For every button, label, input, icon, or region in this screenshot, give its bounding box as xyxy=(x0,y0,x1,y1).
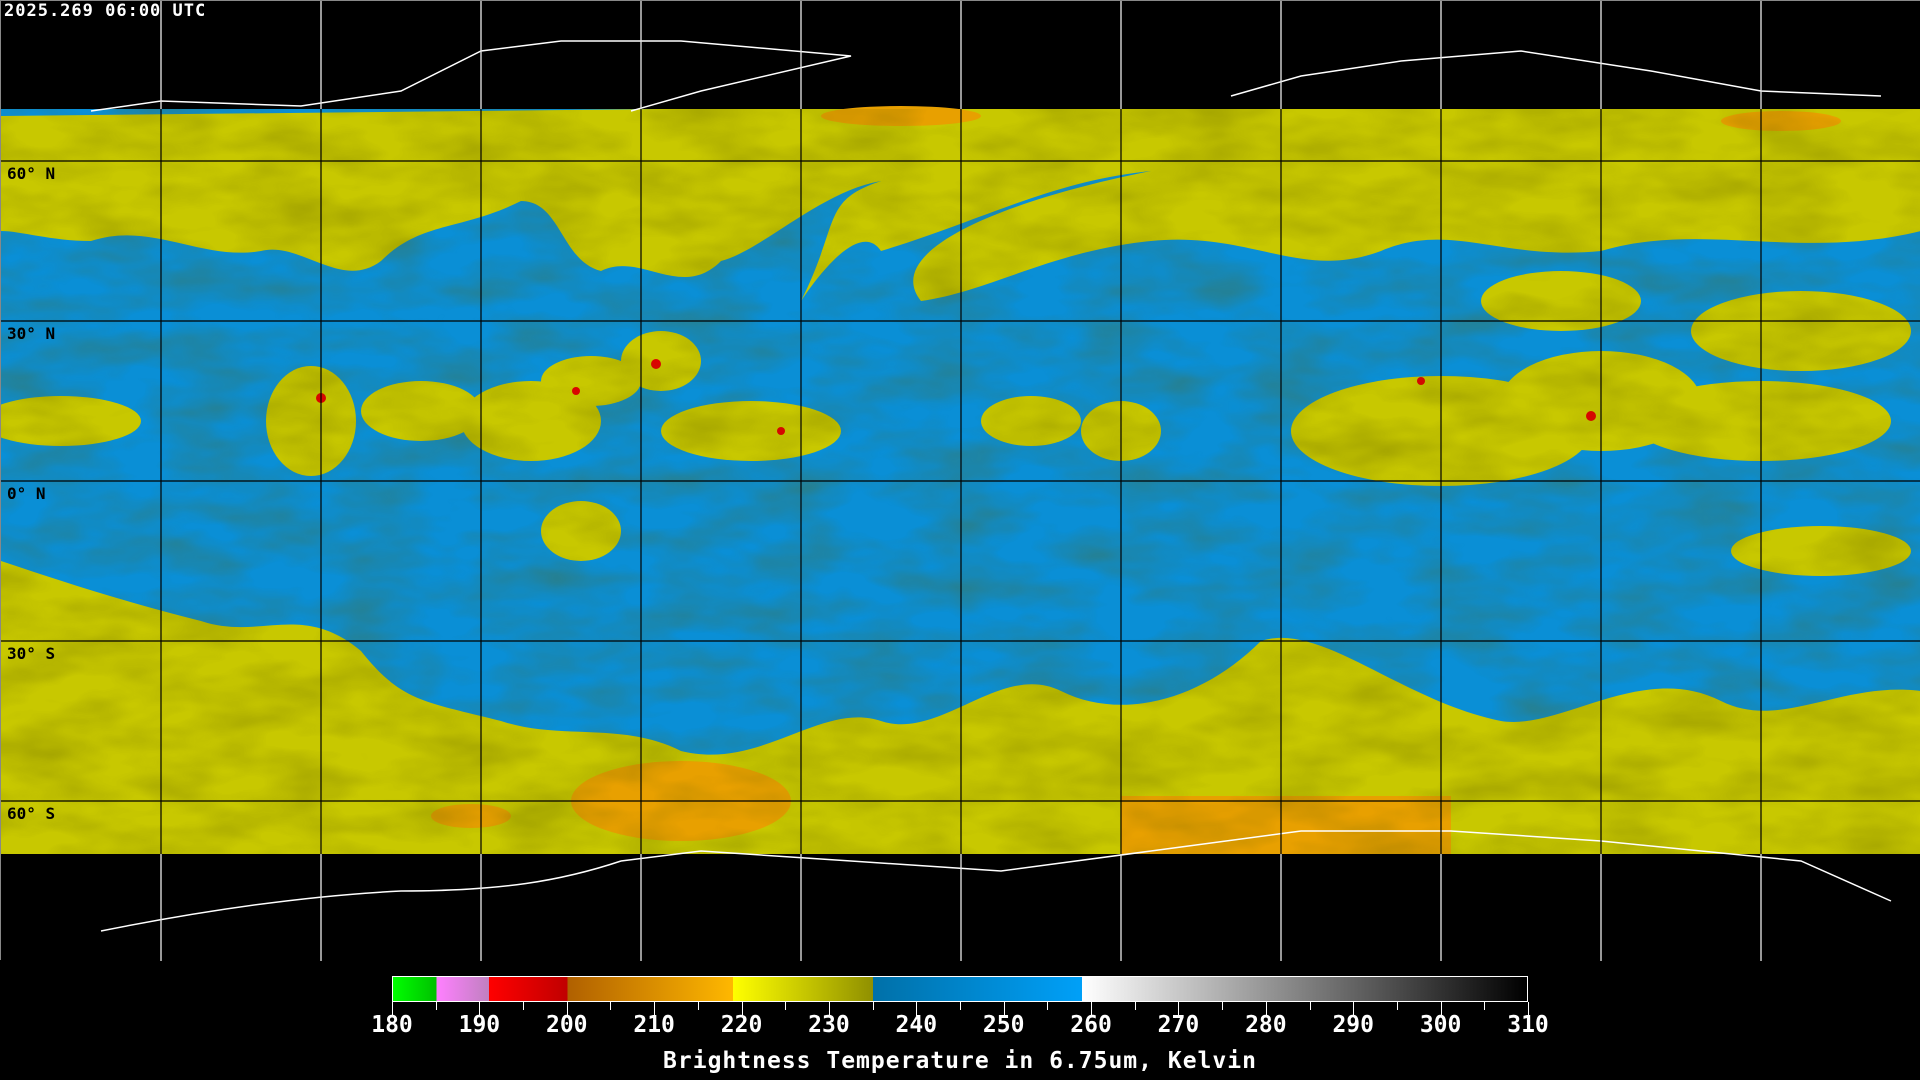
satellite-imagery xyxy=(1,1,1920,961)
colorbar-tick xyxy=(960,1002,961,1010)
colorbar-tick xyxy=(1484,1002,1486,1010)
colorbar-tick xyxy=(741,1002,743,1016)
lat-lon-grid xyxy=(1,1,1920,961)
colorbar-tick-label: 250 xyxy=(982,1012,1025,1038)
colorbar-tick-label: 300 xyxy=(1419,1012,1462,1038)
colorbar-tick-label: 200 xyxy=(545,1012,588,1038)
colorbar-tick xyxy=(1178,1002,1180,1016)
colorbar-tick xyxy=(1396,1002,1398,1010)
latitude-label: 60° S xyxy=(7,804,56,823)
colorbar-tick-label: 180 xyxy=(371,1012,413,1038)
colorbar-tick xyxy=(1353,1002,1355,1016)
colorbar-tick xyxy=(1222,1002,1224,1010)
colorbar-tick xyxy=(1091,1002,1093,1016)
colorbar-tick xyxy=(916,1002,918,1016)
colorbar-tick-label: 240 xyxy=(895,1012,938,1038)
colorbar-tick-label: 280 xyxy=(1245,1012,1287,1038)
colorbar-tick xyxy=(828,1002,830,1016)
colorbar-tick xyxy=(785,1002,787,1010)
timestamp: 2025.269 06:00 UTC xyxy=(4,1,207,21)
colorbar-tick-label: 310 xyxy=(1507,1012,1549,1038)
colorbar-tick xyxy=(566,1002,568,1016)
colorbar-tick-label: 270 xyxy=(1157,1012,1200,1038)
colorbar-tick xyxy=(523,1002,525,1010)
colorbar-tick xyxy=(435,1002,437,1010)
latitude-label: 60° N xyxy=(7,164,56,183)
colorbar-tick xyxy=(1440,1002,1442,1016)
colorbar-tick xyxy=(610,1002,612,1010)
colorbar-tick xyxy=(872,1002,874,1010)
latitude-label: 30° N xyxy=(7,324,56,343)
colorbar xyxy=(392,976,1528,1002)
colorbar-tick-label: 220 xyxy=(720,1012,763,1038)
colorbar-title: Brightness Temperature in 6.75um, Kelvin xyxy=(663,1048,1257,1074)
colorbar-tick xyxy=(697,1002,699,1010)
latitude-label: 0° N xyxy=(7,484,46,503)
colorbar-tick-label: 260 xyxy=(1070,1012,1112,1038)
water-vapor-map: 2025.269 06:00 UTC 60° N 30° N 0° N 30° S 60… xyxy=(0,0,1920,961)
colorbar-tick xyxy=(654,1002,656,1016)
colorbar-tick xyxy=(1134,1002,1136,1010)
colorbar-tick xyxy=(479,1002,481,1016)
colorbar-tick-label: 190 xyxy=(458,1012,501,1038)
colorbar-tick xyxy=(1309,1002,1311,1010)
colorbar-tick xyxy=(1047,1002,1049,1010)
latitude-label: 30° S xyxy=(7,644,56,663)
colorbar-tick-label: 290 xyxy=(1332,1012,1374,1038)
colorbar-tick-label: 230 xyxy=(808,1012,850,1038)
colorbar-tick xyxy=(392,1002,393,1016)
colorbar-tick xyxy=(1528,1002,1529,1016)
colorbar-tick xyxy=(1003,1002,1005,1016)
colorbar-tick-label: 210 xyxy=(633,1012,675,1038)
colorbar-tick xyxy=(1265,1002,1267,1016)
